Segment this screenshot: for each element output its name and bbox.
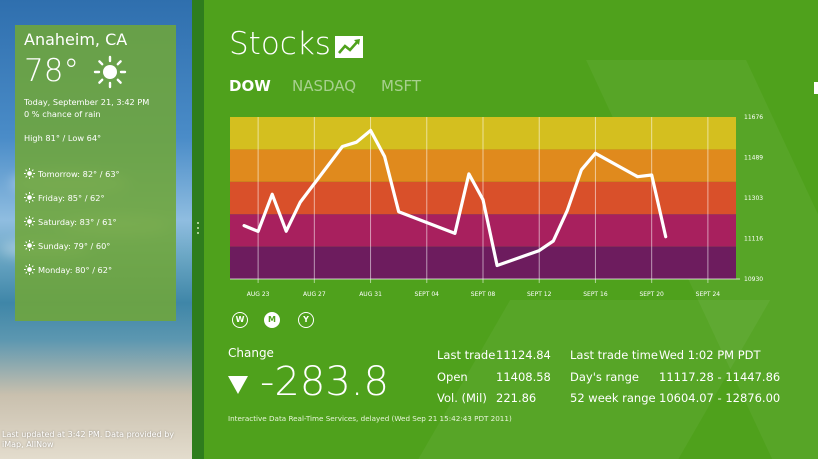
sun-icon — [24, 216, 35, 227]
change-label: Change — [228, 346, 274, 360]
weather-card[interactable]: Anaheim, CA 78° Today, September 21, 3:4… — [15, 25, 176, 321]
tab-msft[interactable]: MSFT — [381, 77, 421, 95]
stat-value: 10604.07 - 12876.00 — [659, 391, 781, 405]
app-title: Stocks — [229, 26, 331, 62]
x-tick-label: SEPT 08 — [471, 291, 496, 298]
weather-high-low: High 81° / Low 64° — [24, 133, 102, 143]
stat-label: Open — [437, 370, 468, 384]
range-year-button[interactable]: Y — [298, 312, 314, 328]
stat-value: 11124.84 — [496, 348, 551, 362]
change-value: -283.8 — [260, 359, 389, 405]
weather-rain-chance: 0 % chance of rain — [24, 109, 101, 119]
forecast-row: Sunday: 79° / 60° — [24, 240, 110, 251]
dow-chart: AUG 23 AUG 27 AUG 31 SEPT 04 SEPT 08 SEPT 12 S… — [230, 114, 763, 298]
stat-label: Day's range — [570, 370, 639, 384]
down-triangle-icon — [228, 376, 248, 394]
stat-value: Wed 1:02 PM PDT — [659, 348, 761, 362]
stocks-app: Stocks DOW NASDAQ MSFT AUG 23 AUG 27 AUG 3… — [204, 0, 818, 459]
forecast-row: Saturday: 83° / 61° — [24, 216, 117, 227]
x-tick-label: AUG 27 — [303, 291, 326, 298]
stat-value: 221.86 — [496, 391, 537, 405]
x-tick-label: SEPT 24 — [696, 291, 721, 298]
forecast-row: Tomorrow: 82° / 63° — [24, 168, 120, 179]
splitter-grip-dot — [197, 222, 199, 224]
stat-value: 11117.28 - 11447.86 — [659, 370, 781, 384]
forecast-text: Saturday: 83° / 61° — [38, 216, 117, 227]
weather-city: Anaheim, CA — [24, 30, 128, 49]
range-week-button[interactable]: W — [232, 312, 248, 328]
forecast-row: Friday: 85° / 62° — [24, 192, 105, 203]
forecast-row: Monday: 80° / 62° — [24, 264, 112, 275]
forecast-text: Monday: 80° / 62° — [38, 264, 113, 275]
y-tick-label: 11676 — [744, 114, 763, 121]
y-tick-label: 10930 — [744, 276, 763, 283]
weather-datetime: Today, September 21, 3:42 PM — [24, 97, 150, 107]
y-tick-label: 11489 — [744, 155, 763, 162]
sun-icon — [24, 192, 35, 203]
sun-icon — [24, 168, 35, 179]
x-tick-label: SEPT 12 — [527, 291, 552, 298]
x-tick-label: SEPT 04 — [415, 291, 440, 298]
weather-last-updated: Last updated at 3:42 PM. Data provided b… — [2, 430, 175, 449]
x-tick-label: SEPT 20 — [639, 291, 664, 298]
snap-splitter[interactable] — [192, 0, 204, 459]
sun-icon — [24, 264, 35, 275]
range-month-button[interactable]: M — [264, 312, 280, 328]
data-source-note: Interactive Data Real-Time Services, del… — [228, 414, 512, 423]
stat-label: 52 week range — [570, 391, 656, 405]
splitter-grip-dot — [197, 232, 199, 234]
weather-temperature: 78° — [24, 53, 79, 89]
stat-label: Last trade time — [570, 348, 658, 362]
tab-dow[interactable]: DOW — [229, 77, 271, 95]
forecast-text: Sunday: 79° / 60° — [38, 240, 111, 251]
forecast-text: Friday: 85° / 62° — [38, 192, 105, 203]
stat-value: 11408.58 — [496, 370, 551, 384]
x-tick-label: SEPT 16 — [583, 291, 608, 298]
dow-price-line — [242, 128, 668, 268]
sun-icon — [24, 240, 35, 251]
next-section-indicator — [814, 82, 818, 94]
stat-label: Last trade — [437, 348, 496, 362]
y-tick-label: 11303 — [744, 195, 763, 202]
x-tick-label: AUG 31 — [359, 291, 382, 298]
sun-icon — [93, 55, 127, 89]
stock-chart-icon — [335, 36, 363, 58]
splitter-grip-dot — [197, 227, 199, 229]
tab-nasdaq[interactable]: NASDAQ — [292, 77, 357, 95]
forecast-text: Tomorrow: 82° / 63° — [38, 168, 120, 179]
x-tick-label: AUG 23 — [247, 291, 270, 298]
stat-label: Vol. (Mil) — [437, 391, 487, 405]
y-tick-label: 11116 — [744, 236, 763, 243]
